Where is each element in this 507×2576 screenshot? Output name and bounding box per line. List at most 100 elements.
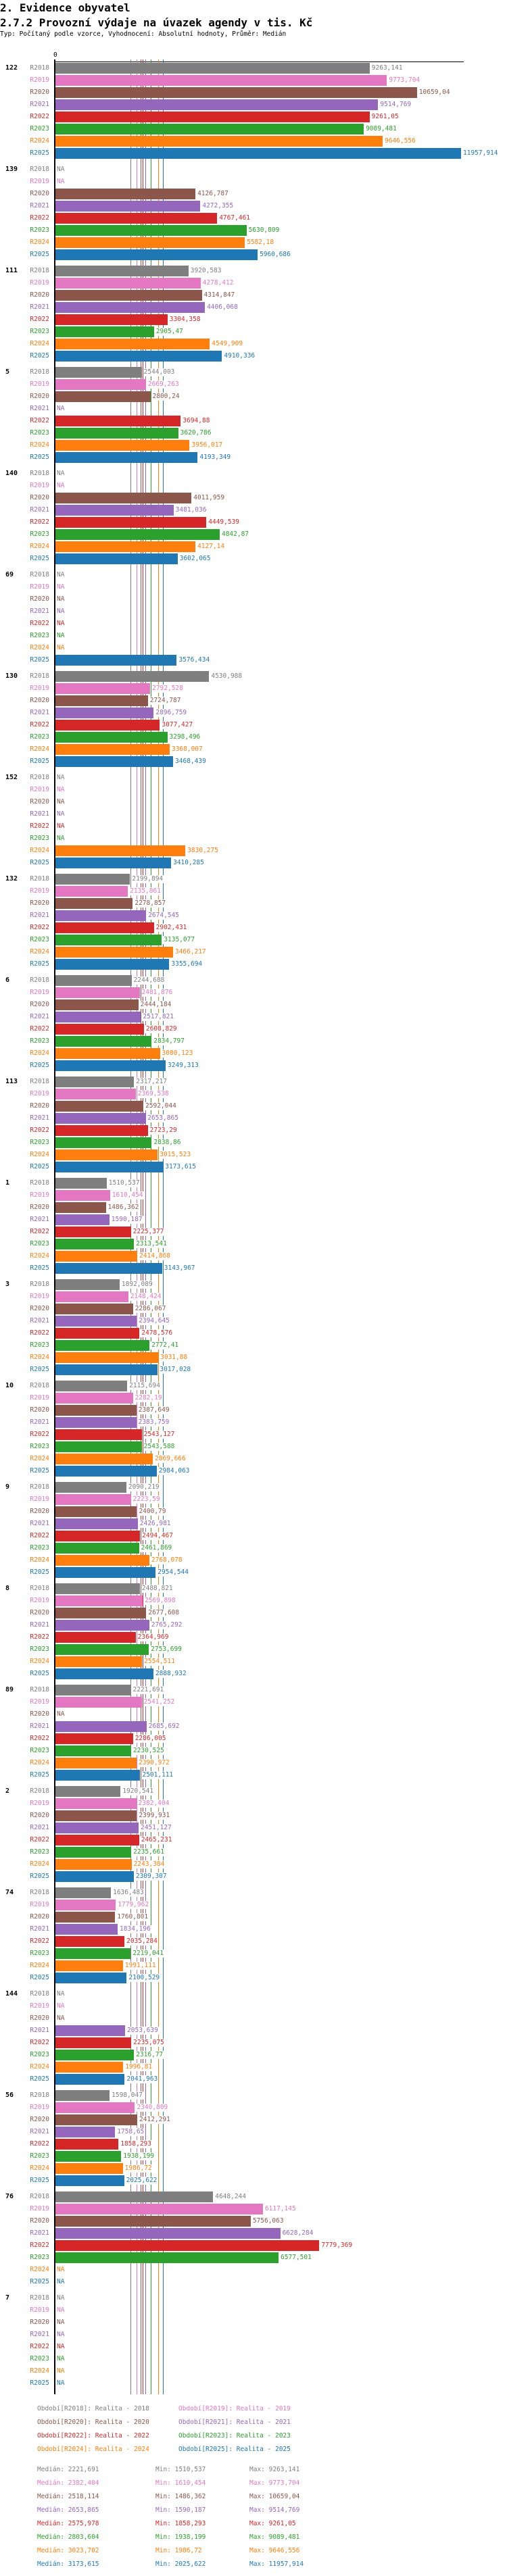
series-label: R2021 [30,709,49,716]
value-label: 2444,184 [139,1001,172,1009]
series-label: R2021 [30,2027,49,2034]
value-label: 4767,461 [218,214,251,222]
series-label: R2018 [30,976,49,984]
na-label: NA [56,482,66,490]
series-label: R2021 [30,2128,49,2135]
bar [55,1518,138,1529]
bar [55,290,202,301]
value-label: 3015,523 [159,1151,192,1159]
stat-max: Max: 9514,769 [249,2506,300,2514]
series-label: R2022 [30,316,49,323]
bar [55,1393,133,1404]
value-label: 4549,909 [211,340,244,348]
value-label: 2316,77 [135,2051,164,2059]
series-label: R2019 [30,1597,49,1604]
bar [55,99,379,110]
series-label: R2024 [30,2164,49,2172]
bar [55,1190,110,1201]
value-label: 2834,797 [153,1037,185,1045]
series-label: R2018 [30,1281,49,1288]
bar [55,249,258,260]
value-label: 2753,699 [150,1645,183,1654]
series-label: R2021 [30,1013,49,1020]
value-label: 2414,868 [139,1252,171,1260]
value-label: 7779,369 [320,2241,354,2250]
series-label: R2025 [30,656,49,664]
stat-max: Max: 9263,141 [249,2466,300,2473]
value-label: 1636,483 [112,1889,145,1897]
bar [55,1291,128,1302]
stat-min: Min: 1590,187 [155,2506,206,2514]
bar [55,655,177,666]
value-label: 4314,847 [203,291,236,299]
value-label: 2494,467 [141,1532,174,1540]
group-label: 74 [5,1889,14,1896]
value-label: 4127,14 [197,543,226,551]
value-label: 9646,556 [384,137,416,145]
bar [55,987,140,998]
series-label: R2019 [30,1191,49,1199]
series-label: R2020 [30,2014,49,2022]
series-label: R2018 [30,1483,49,1491]
series-label: R2018 [30,1686,49,1693]
series-label: R2018 [30,2091,49,2099]
series-label: R2021 [30,2229,49,2237]
group-label: 1 [5,1179,10,1187]
series-label: R2022 [30,2140,49,2148]
bar [55,1162,164,1172]
value-label: 2481,876 [141,989,174,997]
series-label: R2018 [30,774,49,781]
x-axis-line [54,61,464,62]
bar [55,910,147,921]
series-label: R2025 [30,1974,49,1981]
value-label: 2225,377 [132,1228,165,1236]
value-label: 2219,041 [132,1950,165,1958]
series-label: R2023 [30,2254,49,2261]
series-label: R2024 [30,1049,49,1057]
series-label: R2022 [30,1735,49,1742]
na-label: NA [56,2367,66,2375]
bar [55,2102,135,2113]
series-label: R2024 [30,340,49,347]
series-label: R2019 [30,2002,49,2010]
bar [55,1024,144,1035]
value-label: 1590,187 [110,1216,143,1224]
value-label: 3920,583 [189,267,222,275]
value-label: 2465,231 [140,1836,173,1844]
series-label: R2019 [30,1394,49,1402]
series-label: R2020 [30,291,49,299]
series-label: R2019 [30,76,49,84]
series-label: R2018 [30,2193,49,2200]
value-label: 2954,544 [157,1568,189,1577]
value-label: 2608,829 [145,1025,178,1033]
series-label: R2022 [30,1633,49,1641]
bar [55,529,220,540]
bar [55,1632,136,1643]
series-label: R2020 [30,393,49,400]
bar [55,1721,147,1732]
series-label: R2025 [30,2278,49,2285]
value-label: 2340,809 [136,2104,169,2112]
value-label: 4648,244 [214,2193,247,2201]
bar [55,1429,142,1440]
legend-item-R2024: Období[R2024]: Realita - 2024 [37,2446,149,2453]
series-label: R2025 [30,2379,49,2387]
series-label: R2023 [30,1950,49,1957]
series-label: R2021 [30,1925,49,1933]
value-label: 5630,809 [247,226,281,234]
series-label: R2025 [30,960,49,968]
bar [55,1417,137,1428]
series-label: R2019 [30,989,49,996]
na-label: NA [56,786,66,794]
series-label: R2023 [30,632,49,639]
value-label: 3304,358 [168,316,201,324]
bar [55,845,186,856]
value-label: 9263,141 [370,64,404,72]
series-label: R2018 [30,1889,49,1896]
series-label: R2019 [30,2306,49,2314]
value-label: 2390,972 [137,1759,170,1767]
bar [55,1798,137,1809]
bar [55,1279,120,1290]
series-label: R2020 [30,1609,49,1616]
stat-min: Min: 1986,72 [155,2547,202,2554]
